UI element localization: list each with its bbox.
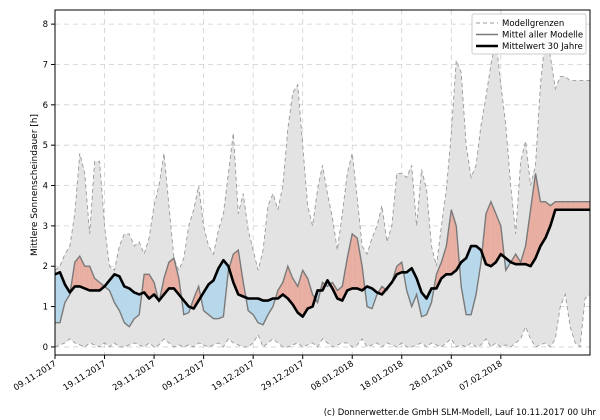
- above-normal-fill: [446, 209, 452, 275]
- y-tick-label: 4: [43, 182, 48, 192]
- above-normal-fill: [436, 262, 442, 289]
- above-normal-fill: [292, 278, 298, 313]
- above-normal-fill: [585, 201, 590, 210]
- below-normal-fill: [114, 274, 120, 311]
- below-normal-fill: [59, 272, 65, 323]
- above-normal-fill: [94, 278, 100, 291]
- below-normal-fill: [263, 300, 269, 325]
- above-normal-fill: [84, 266, 90, 291]
- above-normal-fill: [302, 270, 308, 317]
- below-normal-fill: [258, 298, 264, 325]
- x-tick-label: 08.01.2018: [309, 359, 356, 393]
- above-normal-fill: [396, 262, 402, 275]
- axes: [54, 9, 591, 356]
- y-tick-label: 8: [43, 20, 48, 30]
- above-normal-fill: [193, 286, 199, 309]
- below-normal-fill: [218, 260, 224, 319]
- y-tick-label: 3: [43, 222, 48, 232]
- above-normal-fill: [540, 201, 546, 247]
- above-normal-fill: [74, 256, 80, 287]
- above-normal-fill: [173, 258, 179, 295]
- x-tick-label: 29.11.2017: [111, 359, 158, 393]
- x-tick-label: 18.01.2018: [359, 359, 406, 393]
- above-normal-fill: [535, 173, 541, 259]
- above-normal-fill: [495, 213, 501, 263]
- above-normal-fill: [352, 233, 358, 289]
- below-normal-fill: [55, 272, 60, 323]
- y-tick-label: 2: [43, 262, 48, 272]
- legend-box: [471, 13, 587, 55]
- x-tick-labels: 09.11.2017 19.11.2017 29.11.2017 09.12.2017…: [12, 355, 504, 393]
- envelope-upper-line: [54, 36, 590, 272]
- above-normal-fill: [347, 233, 353, 291]
- below-normal-fill: [426, 288, 432, 315]
- below-normal-fill: [406, 268, 412, 307]
- above-normal-fill: [357, 237, 363, 291]
- above-normal-fill: [297, 270, 303, 317]
- x-tick-label: 07.02.2018: [458, 359, 505, 393]
- above-normal-fill: [580, 201, 586, 210]
- plot-frame: [54, 9, 591, 356]
- below-normal-fill: [129, 288, 135, 327]
- below-normal-fill: [248, 298, 254, 315]
- above-normal-fill: [451, 209, 457, 275]
- series-lines: [54, 36, 591, 348]
- below-normal-fill: [124, 286, 130, 327]
- above-normal-fill: [89, 266, 95, 291]
- legend: Modellgrenzen Mittel aller ModelleMittelw…: [471, 13, 587, 55]
- below-normal-fill: [461, 258, 467, 315]
- y-tick-label: 6: [43, 101, 48, 111]
- below-normal-fill: [119, 276, 125, 323]
- y-tick-label: 7: [43, 60, 48, 70]
- below-normal-fill: [367, 286, 373, 309]
- envelope-lower-line: [54, 292, 591, 348]
- above-normal-fill: [565, 201, 571, 210]
- x-tick-label: 09.11.2017: [12, 359, 59, 393]
- above-normal-fill: [149, 274, 155, 299]
- x-tick-label: 28.01.2018: [408, 359, 455, 393]
- x-tick-label: 29.12.2017: [260, 359, 307, 393]
- below-normal-fill: [466, 246, 472, 315]
- above-normal-fill: [575, 201, 581, 210]
- x-tick-label: 19.12.2017: [210, 359, 257, 393]
- above-normal-fill: [530, 173, 536, 267]
- above-normal-fill: [163, 262, 169, 295]
- below-normal-fill: [208, 280, 214, 319]
- below-normal-fill: [416, 278, 422, 317]
- climate-mean-line: [54, 208, 590, 318]
- credit-text: (c) Donnerwetter.de GmbH SLM-Modell, Lau…: [324, 408, 597, 418]
- legend-label: Modellgrenzen: [502, 19, 564, 29]
- below-normal-fill: [64, 284, 70, 303]
- above-normal-fill: [490, 201, 496, 267]
- above-normal-fill: [441, 246, 447, 279]
- below-normal-fill: [268, 298, 273, 315]
- legend-label: Mittel aller Modelle: [502, 31, 583, 41]
- above-normal-fill: [485, 201, 491, 267]
- above-normal-fill: [570, 201, 576, 210]
- x-tick-label: 19.11.2017: [62, 359, 109, 393]
- y-tick-label: 0: [43, 343, 48, 353]
- legend-label: Mittelwert 30 Jahre: [502, 42, 583, 52]
- above-normal-fill: [555, 201, 561, 210]
- below-normal-fill: [134, 292, 140, 319]
- above-normal-fill: [307, 278, 313, 309]
- below-normal-fill: [253, 298, 259, 323]
- above-normal-fill: [560, 201, 566, 210]
- y-tick-labels: 0 1 2 3 4 5 6 7 8: [43, 20, 55, 353]
- below-normal-fill: [213, 268, 219, 319]
- y-axis-label: Mittlere Sonnenscheindauer [h]: [30, 114, 40, 256]
- y-tick-label: 5: [43, 141, 48, 151]
- above-normal-fill: [168, 258, 174, 289]
- above-normal-fill: [282, 266, 288, 299]
- below-normal-fill: [109, 274, 115, 303]
- model-mean-line: [55, 173, 590, 328]
- y-tick-label: 1: [43, 303, 48, 313]
- x-tick-label: 09.12.2017: [161, 359, 208, 393]
